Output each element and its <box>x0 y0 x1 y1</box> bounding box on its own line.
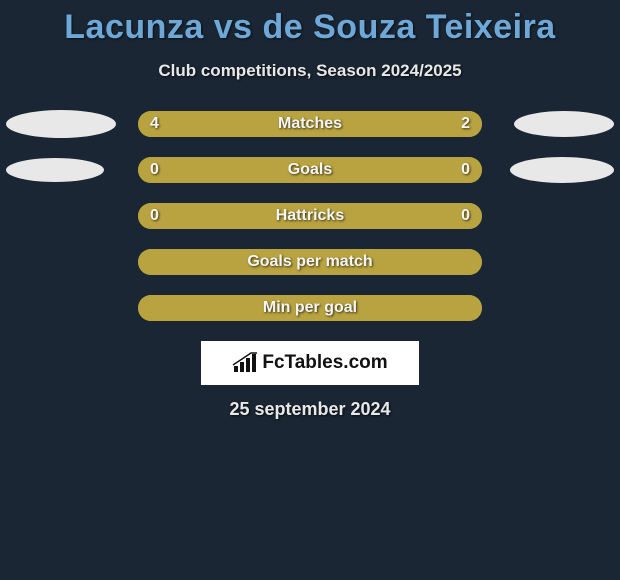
comparison-infographic: Lacunza vs de Souza Teixeira Club compet… <box>0 0 620 420</box>
site-logo: FcTables.com <box>232 352 387 374</box>
chart-icon <box>232 352 258 374</box>
stat-label: Hattricks <box>138 203 482 229</box>
stat-bar: Goals per match <box>138 249 482 275</box>
date-text: 25 september 2024 <box>0 399 620 420</box>
page-title: Lacunza vs de Souza Teixeira <box>0 8 620 47</box>
player-right-marker <box>514 111 614 137</box>
stat-bar: 42Matches <box>138 111 482 137</box>
subtitle: Club competitions, Season 2024/2025 <box>0 61 620 81</box>
stat-row: Goals per match <box>0 249 620 275</box>
player-left-marker <box>6 158 104 182</box>
stat-row: Min per goal <box>0 295 620 321</box>
stat-label: Min per goal <box>138 295 482 321</box>
stat-label: Matches <box>138 111 482 137</box>
stat-rows: 42Matches 00Goals 00Hattricks Goals per mat… <box>0 111 620 321</box>
stat-row: 00Hattricks <box>0 203 620 229</box>
stat-label: Goals per match <box>138 249 482 275</box>
player-right-marker <box>510 157 614 183</box>
logo-box: FcTables.com <box>201 341 419 385</box>
stat-bar: 00Hattricks <box>138 203 482 229</box>
player-left-marker <box>6 110 116 138</box>
stat-label: Goals <box>138 157 482 183</box>
stat-row: 00Goals <box>0 157 620 183</box>
logo-text: FcTables.com <box>262 352 387 374</box>
stat-row: 42Matches <box>0 111 620 137</box>
stat-bar: 00Goals <box>138 157 482 183</box>
stat-bar: Min per goal <box>138 295 482 321</box>
